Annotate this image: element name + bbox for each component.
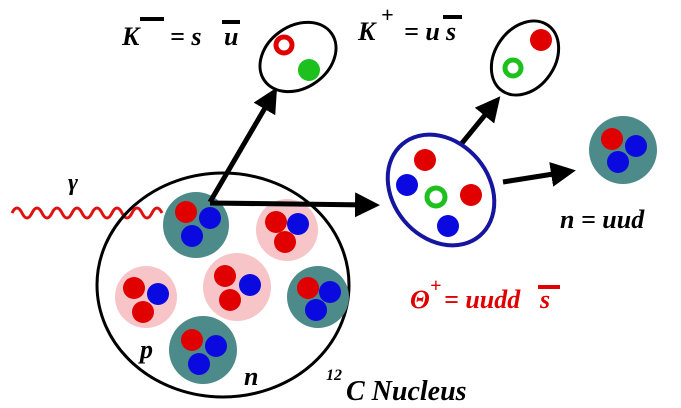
label-text: Θ: [410, 285, 430, 314]
nucleus-label: C Nucleus: [346, 376, 467, 407]
label-text: = u: [404, 17, 440, 46]
antiquark: [276, 37, 292, 53]
photon-label: γ: [68, 170, 78, 196]
label-text: +: [381, 2, 394, 27]
neutron-out: [589, 116, 657, 184]
quark: [414, 149, 436, 171]
quark: [437, 215, 459, 237]
mass-number: 12: [326, 367, 342, 384]
quark: [298, 59, 320, 81]
label-text: K: [357, 17, 377, 46]
label-text: +: [430, 275, 441, 297]
label-text: = uudd: [444, 285, 521, 314]
theta-label: Θ + = uudd s: [410, 275, 560, 314]
k-plus-label: K + = u s: [357, 2, 462, 46]
label-text: = s: [170, 22, 201, 51]
k-plus-outline: [477, 8, 572, 108]
proton-label: p: [138, 335, 153, 364]
neutron-label: n: [244, 362, 258, 391]
label-text: s: [445, 17, 456, 46]
k-minus-outline: [247, 8, 350, 106]
antiquark: [427, 188, 445, 206]
label-text: u: [224, 22, 238, 51]
quark: [530, 29, 552, 51]
diagram: γ K − = s u: [0, 0, 681, 408]
k-minus-label: K − = s u: [121, 6, 240, 51]
neutron-out-label: n = uud: [560, 205, 645, 234]
label-text: s: [539, 285, 550, 314]
photon-wave: [12, 208, 162, 218]
label-text: K: [121, 22, 141, 51]
quark: [396, 174, 418, 196]
quark: [460, 184, 482, 206]
antiquark: [505, 60, 521, 76]
